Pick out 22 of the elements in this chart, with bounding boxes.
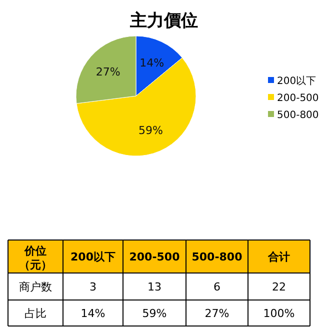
text: 合计 [267, 250, 290, 264]
data-label: 59% [138, 124, 163, 138]
text: 27% [204, 307, 230, 320]
category-label: 200-500 [129, 250, 180, 264]
text: 占比 [24, 307, 46, 320]
text: 商户数 [19, 280, 52, 294]
legend-label: 200-500 [277, 93, 319, 104]
data-label: 14% [140, 56, 164, 70]
category-label: 500-800 [192, 250, 242, 264]
data-label: 27% [96, 65, 120, 78]
text: 14% [80, 307, 106, 320]
text: 59% [142, 307, 167, 320]
legend-label: 500-800 [277, 110, 319, 121]
category-label: 200以下 [70, 250, 116, 264]
chart-title: 主力價位 [129, 11, 198, 31]
text: 13 [148, 280, 162, 294]
text: 价位（元） [19, 244, 52, 272]
text: 6 [214, 280, 220, 294]
text: 3 [90, 280, 96, 294]
text: 100% [263, 307, 295, 320]
legend-label: 200以下 [277, 75, 316, 87]
text: 22 [272, 280, 286, 294]
